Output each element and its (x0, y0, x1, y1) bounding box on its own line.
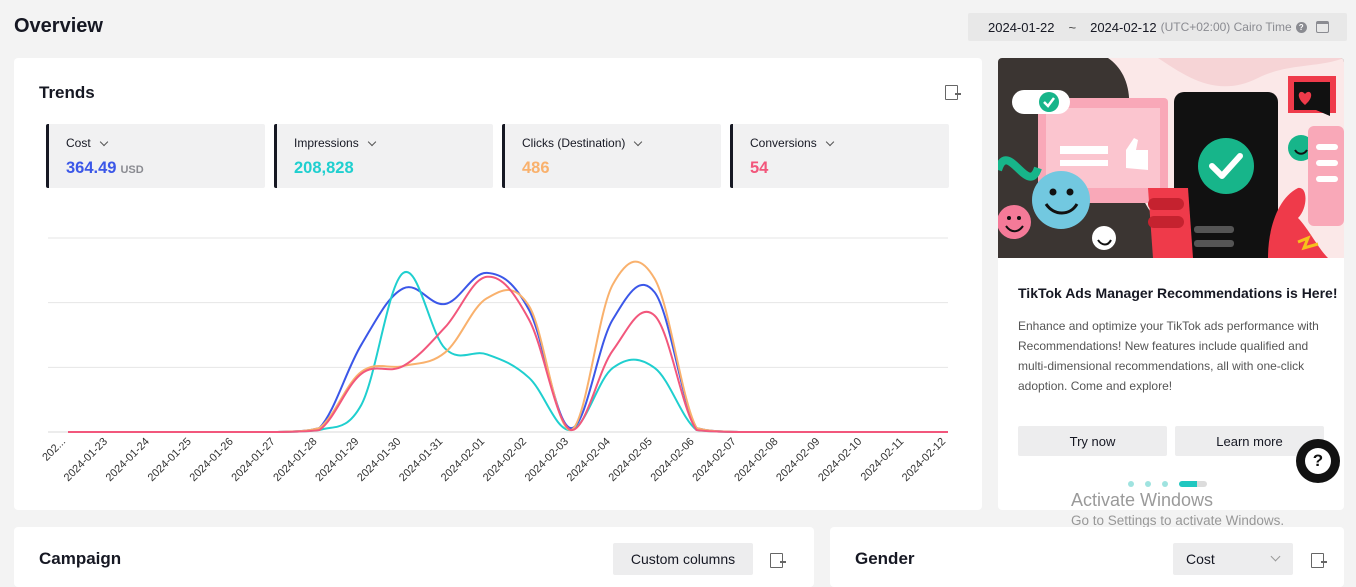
x-tick-label: 2024-01-27 (229, 436, 277, 484)
x-tick-label: 2024-01-28 (271, 436, 319, 484)
trends-title: Trends (39, 83, 95, 102)
date-separator: ~ (1068, 19, 1077, 35)
x-tick-label: 2024-02-05 (607, 436, 655, 484)
watermark-line2: Go to Settings to activate Windows. (1071, 513, 1285, 528)
watermark-line1: Activate Windows (1071, 490, 1214, 510)
series-line-conversions[interactable] (68, 275, 948, 433)
chevron-down-icon (1270, 551, 1281, 562)
custom-columns-button[interactable]: Custom columns (613, 543, 753, 575)
help-button[interactable]: ? (1296, 439, 1340, 483)
x-tick-label: 2024-02-01 (439, 436, 487, 484)
campaign-title: Campaign (39, 549, 122, 568)
date-end: 2024-02-12 (1090, 19, 1157, 35)
series-line-impressions[interactable] (68, 271, 948, 433)
metric-label: Conversions (750, 136, 817, 150)
promo-card: TikTok Ads Manager Recommendations is He… (998, 58, 1344, 510)
export-icon[interactable] (945, 85, 961, 100)
metric-label: Clicks (Destination) (522, 136, 626, 150)
carousel-dot[interactable] (1162, 481, 1168, 487)
carousel-dots (1128, 481, 1207, 487)
chevron-down-icon (367, 137, 376, 146)
page-title: Overview (14, 15, 103, 37)
metric-value: 486 (522, 159, 550, 177)
chevron-down-icon (825, 137, 834, 146)
x-tick-label: 2024-01-29 (313, 436, 361, 484)
x-tick-label: 2024-02-11 (859, 436, 907, 484)
timezone-label: (UTC+02:00) Cairo Time (1160, 20, 1292, 34)
export-icon[interactable] (770, 553, 786, 568)
metric-value: 54 (750, 159, 769, 177)
x-tick-label: 2024-02-04 (565, 436, 613, 484)
x-tick-label: 2024-01-23 (62, 436, 110, 484)
series-line-cost[interactable] (68, 271, 948, 433)
x-tick-label: 2024-02-06 (648, 436, 696, 484)
metric-conversions[interactable]: Conversions 54 (730, 124, 949, 188)
metric-label: Impressions (294, 136, 359, 150)
promo-illustration (998, 58, 1344, 258)
promo-description: Enhance and optimize your TikTok ads per… (1018, 319, 1319, 393)
x-tick-label: 2024-02-09 (774, 436, 822, 484)
x-tick-label: 2024-01-31 (397, 436, 445, 484)
carousel-dot-active[interactable] (1179, 481, 1207, 487)
promo-title: TikTok Ads Manager Recommendations is He… (1018, 285, 1338, 301)
metric-value: 208,828 (294, 159, 354, 177)
select-value: Cost (1186, 551, 1215, 567)
help-icon[interactable]: ? (1295, 21, 1307, 33)
learn-more-button[interactable]: Learn more (1175, 426, 1324, 456)
export-icon[interactable] (1311, 553, 1327, 568)
calendar-icon[interactable] (1315, 21, 1329, 33)
x-tick-label: 2024-02-02 (481, 436, 529, 484)
chevron-down-icon (634, 137, 643, 146)
windows-activation-watermark: Activate Windows Go to Settings to activ… (1071, 490, 1284, 528)
campaign-card: Campaign Custom columns (14, 527, 814, 587)
x-tick-label: 2024-02-03 (523, 436, 571, 484)
x-tick-label: 2024-02-08 (732, 436, 780, 484)
x-tick-label: 2024-01-26 (188, 436, 236, 484)
x-tick-label: 2024-02-07 (690, 436, 738, 484)
carousel-dot[interactable] (1128, 481, 1134, 487)
trends-line-chart[interactable]: 202...2024-01-232024-01-242024-01-252024… (14, 198, 982, 510)
gender-metric-select[interactable]: Cost (1173, 543, 1293, 575)
date-range-picker[interactable]: 2024-01-22 ~ 2024-02-12 (UTC+02:00) Cair… (968, 13, 1347, 41)
metric-cost[interactable]: Cost 364.49 USD (46, 124, 265, 188)
gender-title: Gender (855, 549, 915, 568)
metric-impressions[interactable]: Impressions 208,828 (274, 124, 493, 188)
x-tick-label: 2024-01-30 (355, 436, 403, 484)
x-tick-label: 202... (40, 436, 68, 464)
metric-unit: USD (120, 164, 144, 176)
x-tick-label: 2024-01-25 (146, 436, 194, 484)
trends-card: Trends Cost 364.49 USD Impressions 208,82… (14, 58, 982, 510)
x-tick-label: 2024-02-10 (816, 436, 864, 484)
x-tick-label: 2024-02-12 (900, 436, 948, 484)
carousel-dot[interactable] (1145, 481, 1151, 487)
question-icon: ? (1305, 448, 1331, 474)
metric-clicks[interactable]: Clicks (Destination) 486 (502, 124, 721, 188)
metric-label: Cost (66, 136, 91, 150)
gender-card: Gender Cost (830, 527, 1344, 587)
chevron-down-icon (99, 137, 108, 146)
x-tick-label: 2024-01-24 (104, 436, 152, 484)
metric-value: 364.49 (66, 159, 117, 177)
date-start: 2024-01-22 (988, 19, 1055, 35)
try-now-button[interactable]: Try now (1018, 426, 1167, 456)
